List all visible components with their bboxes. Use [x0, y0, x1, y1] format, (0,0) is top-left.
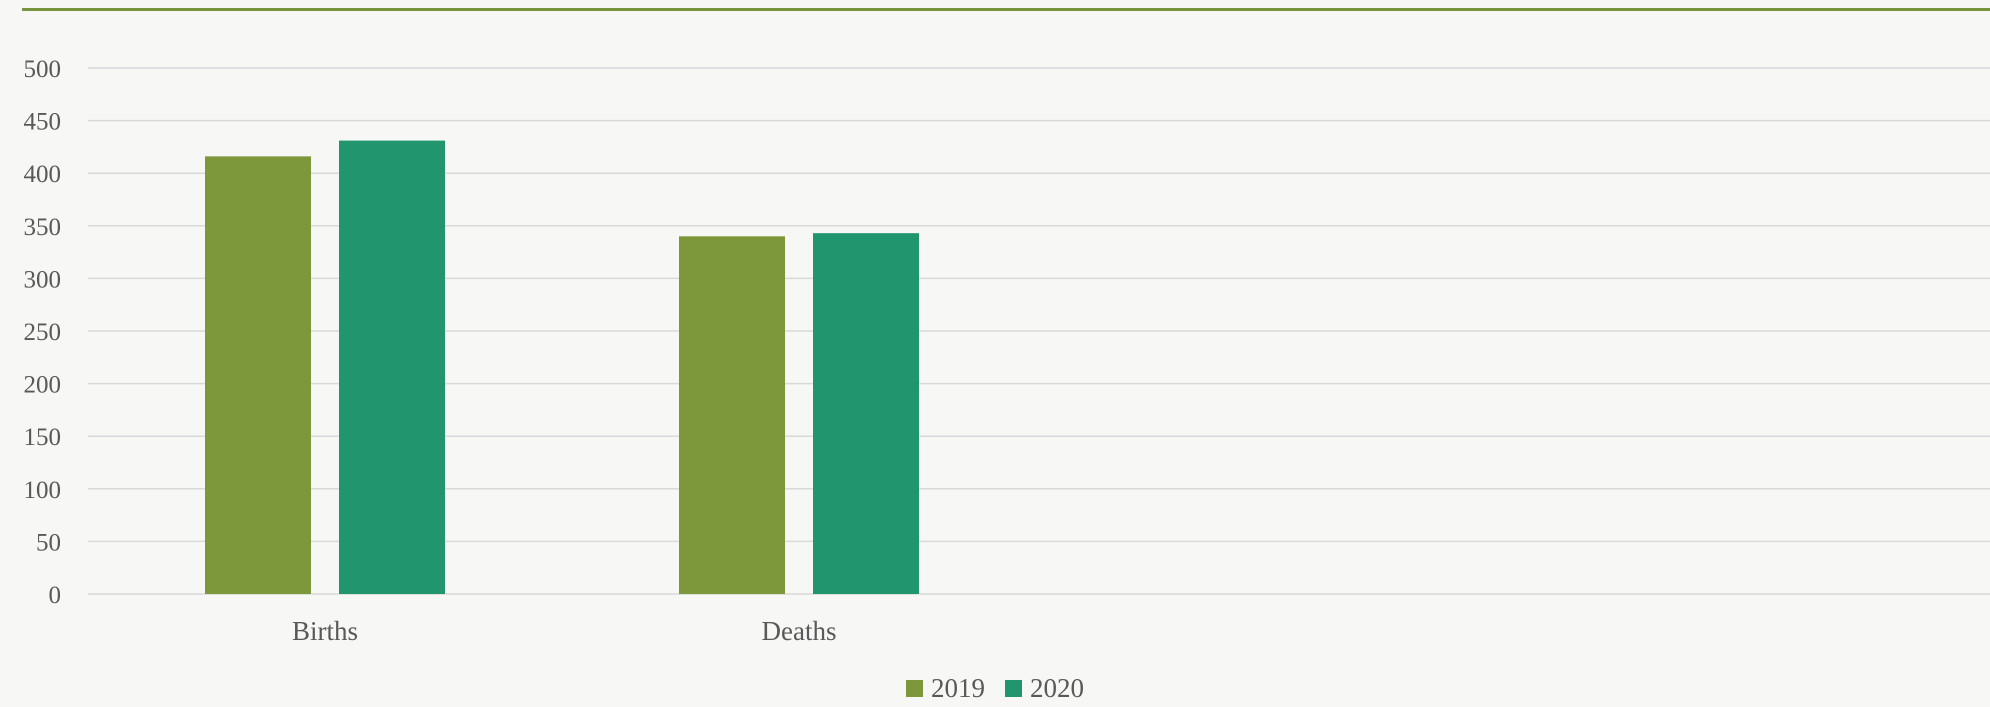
legend-label-2020: 2020 — [1030, 673, 1084, 703]
y-tick-label: 250 — [24, 319, 62, 346]
y-tick-label: 400 — [24, 161, 62, 188]
legend-label-2019: 2019 — [931, 673, 985, 703]
category-label-deaths: Deaths — [762, 616, 837, 646]
y-tick-label: 450 — [24, 109, 62, 136]
y-tick-label: 100 — [24, 477, 62, 504]
legend-item-2020: 2020 — [1005, 673, 1084, 704]
category-label-births: Births — [292, 616, 358, 646]
legend-item-2019: 2019 — [906, 673, 985, 704]
legend-swatch-2019 — [906, 680, 923, 697]
y-tick-label: 500 — [24, 56, 62, 83]
top-accent-rule — [22, 8, 1990, 11]
y-tick-label: 0 — [49, 582, 62, 609]
bar-deaths-2020 — [813, 233, 919, 594]
bar-deaths-2019 — [679, 236, 785, 594]
y-tick-label: 200 — [24, 372, 62, 399]
bar-births-2020 — [339, 140, 445, 594]
y-tick-label: 350 — [24, 214, 62, 241]
y-tick-label: 300 — [24, 266, 62, 293]
y-axis-ticks: 0 50 100 150 200 250 300 350 400 450 500 — [24, 56, 62, 609]
bars — [205, 140, 919, 595]
y-tick-label: 150 — [24, 424, 62, 451]
y-tick-label: 50 — [36, 529, 61, 556]
bar-births-2019 — [205, 156, 311, 595]
legend: 2019 2020 — [0, 673, 1990, 704]
legend-swatch-2020 — [1005, 680, 1022, 697]
x-axis-categories: Births Deaths — [292, 616, 837, 646]
